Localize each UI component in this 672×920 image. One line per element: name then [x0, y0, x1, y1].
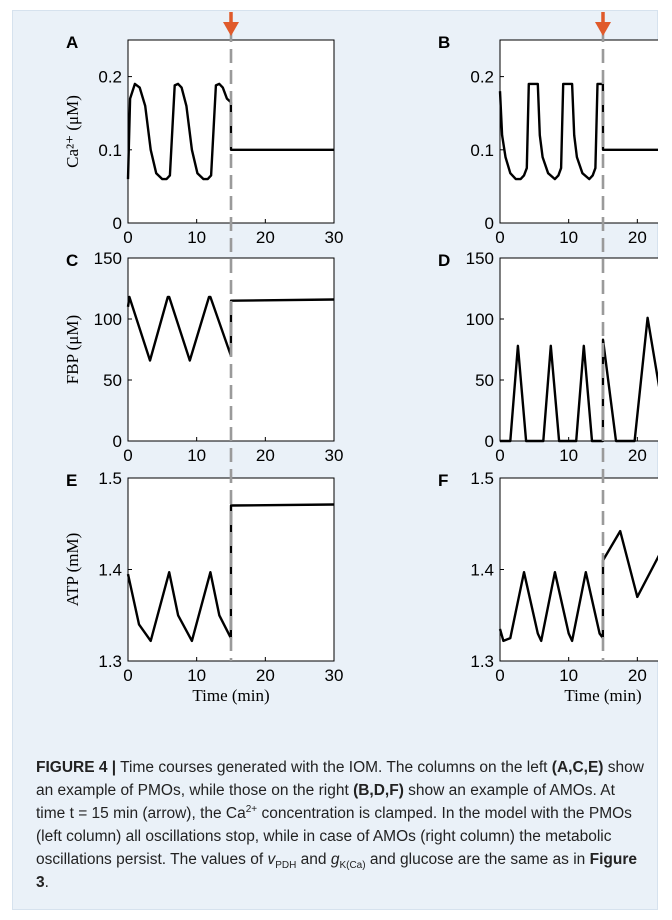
x-tick-label-b: 10 — [559, 228, 578, 247]
x-tick-label-e: 30 — [325, 666, 344, 685]
caption-bold-3: Figure 3 — [36, 851, 637, 891]
series-line-b — [498, 82, 658, 181]
y-tick-label-d: 100 — [466, 310, 494, 329]
y-tick-label-a: 0 — [113, 214, 122, 233]
caption-text-4: concentration is clamped. In the model w… — [36, 805, 632, 868]
panel-b: B010203000.10.2 — [438, 33, 658, 247]
panel-c: C 0 10 20 30 0 50 100 150 FBP (μM) — [63, 249, 343, 465]
caption-sup-1: 2+ — [245, 803, 258, 815]
plot-area-b — [499, 39, 658, 224]
y-tick-label-e: 1.5 — [98, 469, 122, 488]
y-axis-label-e: ATP (mM) — [63, 533, 82, 607]
x-tick-label-c: 20 — [256, 446, 275, 465]
x-tick-label-a: 30 — [325, 228, 344, 247]
y-tick-label-d: 150 — [466, 249, 494, 268]
arrow-right-head — [595, 22, 611, 36]
caption-text-6: and glucose are the same as in — [365, 851, 590, 868]
y-tick-label-e: 1.3 — [98, 652, 122, 671]
panel-e: E 0 10 20 30 1.3 1.4 1.5 ATP (mM) Time (min) — [63, 469, 343, 705]
y-tick-label-a: 0.2 — [98, 68, 122, 87]
x-tick-label-a: 20 — [256, 228, 275, 247]
x-tick-label-f: 10 — [559, 666, 578, 685]
figure-4-panels: A 0 10 20 30 0 0.1 0.2 Ca²⁺ (μM) B 0 10 20 30 0 0.1 0.2 C… — [63, 12, 658, 705]
caption-text-1: Time courses generated with the IOM. The… — [116, 759, 552, 776]
figure-label: FIGURE 4 | — [36, 759, 117, 776]
y-tick-label-f: 1.5 — [470, 469, 494, 488]
x-tick-label-c: 30 — [325, 446, 344, 465]
x-tick-label-c: 10 — [187, 446, 206, 465]
y-tick-label-c: 150 — [94, 249, 122, 268]
x-tick-label-a: 0 — [123, 228, 132, 247]
series-line-a — [126, 82, 334, 181]
x-tick-label-d: 0 — [495, 446, 504, 465]
y-tick-label-d: 0 — [485, 432, 494, 451]
arrow-right — [595, 12, 611, 36]
x-tick-label-d: 10 — [559, 446, 578, 465]
x-tick-label-d: 20 — [628, 446, 647, 465]
x-tick-label-e: 0 — [123, 666, 132, 685]
panel-letter-d: D — [438, 251, 450, 270]
caption-text-3: show an example of AMOs. At time t = 15 … — [36, 782, 615, 822]
series-line-e — [126, 503, 335, 643]
arrow-left — [223, 12, 239, 36]
x-tick-label-b: 20 — [628, 228, 647, 247]
plot-area-f — [499, 477, 658, 662]
figure-caption: FIGURE 4 | Time courses generated with t… — [36, 756, 646, 894]
x-tick-label-c: 0 — [123, 446, 132, 465]
x-axis-label-e: Time (min) — [192, 686, 269, 705]
x-tick-label-f: 0 — [495, 666, 504, 685]
y-tick-label-c: 0 — [113, 432, 122, 451]
y-tick-label-c: 50 — [103, 371, 122, 390]
series-line-c — [126, 295, 335, 362]
caption-bold-1: (A,C,E) — [551, 759, 604, 776]
panel-d: D0102030050100150 — [438, 249, 658, 465]
arrow-left-head — [223, 22, 239, 36]
caption-g-sub: K(Ca) — [339, 860, 366, 872]
x-tick-label-a: 10 — [187, 228, 206, 247]
series-line-f — [498, 529, 658, 643]
x-tick-label-e: 10 — [187, 666, 206, 685]
y-tick-label-a: 0.1 — [98, 141, 122, 160]
caption-g-letter: g — [330, 851, 340, 868]
panel-letter-b: B — [438, 33, 450, 52]
y-tick-label-f: 1.3 — [470, 652, 494, 671]
y-axis-label-c: FBP (μM) — [63, 315, 82, 384]
panel-letter-f: F — [438, 471, 448, 490]
y-tick-label-b: 0.2 — [470, 68, 494, 87]
caption-v-sub: PDH — [275, 860, 297, 872]
y-axis-label-a: Ca²⁺ (μM) — [63, 95, 82, 168]
x-tick-label-e: 20 — [256, 666, 275, 685]
y-tick-label-e: 1.4 — [98, 561, 122, 580]
x-tick-label-f: 20 — [628, 666, 647, 685]
y-tick-label-f: 1.4 — [470, 561, 494, 580]
x-axis-label-f: Time (min) — [564, 686, 641, 705]
series-line-d — [500, 316, 658, 443]
y-tick-label-d: 50 — [475, 371, 494, 390]
y-tick-label-c: 100 — [94, 310, 122, 329]
y-tick-label-b: 0.1 — [470, 141, 494, 160]
x-tick-label-b: 0 — [495, 228, 504, 247]
caption-bold-2: (B,D,F) — [353, 782, 404, 799]
caption-v-letter: v — [267, 851, 276, 868]
panel-letter-e: E — [66, 471, 77, 490]
panel-letter-a: A — [66, 33, 78, 52]
y-tick-label-b: 0 — [485, 214, 494, 233]
caption-text-2: show an example of PMOs, while those on … — [36, 759, 644, 799]
panel-a: A 0 10 20 30 0 0.1 0.2 Ca²⁺ (μM) — [63, 33, 343, 247]
caption-text-7: . — [44, 874, 49, 891]
caption-text-5: and — [296, 851, 331, 868]
panel-letter-c: C — [66, 251, 78, 270]
